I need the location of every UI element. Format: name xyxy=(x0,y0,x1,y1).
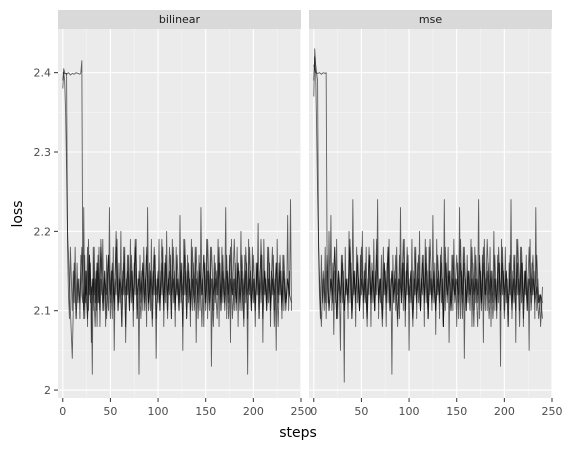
facet-strip xyxy=(58,10,301,29)
y-tick-label: 2 xyxy=(44,384,51,397)
x-tick-label: 250 xyxy=(542,405,563,418)
x-tick-label: 200 xyxy=(243,405,264,418)
facet-panel-mse: mse 0 50 100 150 200 250 xyxy=(309,10,563,418)
facet-strip-label: mse xyxy=(419,13,442,26)
x-tick-label: 0 xyxy=(59,405,66,418)
series-line xyxy=(62,72,292,359)
x-tick-label: 50 xyxy=(354,405,368,418)
y-tick-label: 2.2 xyxy=(34,225,52,238)
facet-strip-label: bilinear xyxy=(159,13,201,26)
facet-panel-bilinear: bilinear 0 50 100 150 200 250 xyxy=(58,10,312,418)
series-line xyxy=(313,56,543,328)
x-tick-label: 100 xyxy=(399,405,420,418)
facet-strip xyxy=(309,10,552,29)
x-tick-label: 50 xyxy=(103,405,117,418)
x-tick-label: 150 xyxy=(446,405,467,418)
y-tick-label: 2.1 xyxy=(34,305,52,318)
x-tick-label: 200 xyxy=(494,405,515,418)
y-tick-label: 2.4 xyxy=(34,67,52,80)
x-tick-label: 250 xyxy=(291,405,312,418)
panel-background xyxy=(58,29,301,398)
x-tick-label: 0 xyxy=(310,405,317,418)
y-tick-label: 2.3 xyxy=(34,146,52,159)
x-axis-title: steps xyxy=(279,425,317,441)
x-tick-label: 150 xyxy=(195,405,216,418)
series-line xyxy=(62,60,292,343)
x-tick-label: 100 xyxy=(148,405,169,418)
y-axis-title: loss xyxy=(10,200,26,227)
